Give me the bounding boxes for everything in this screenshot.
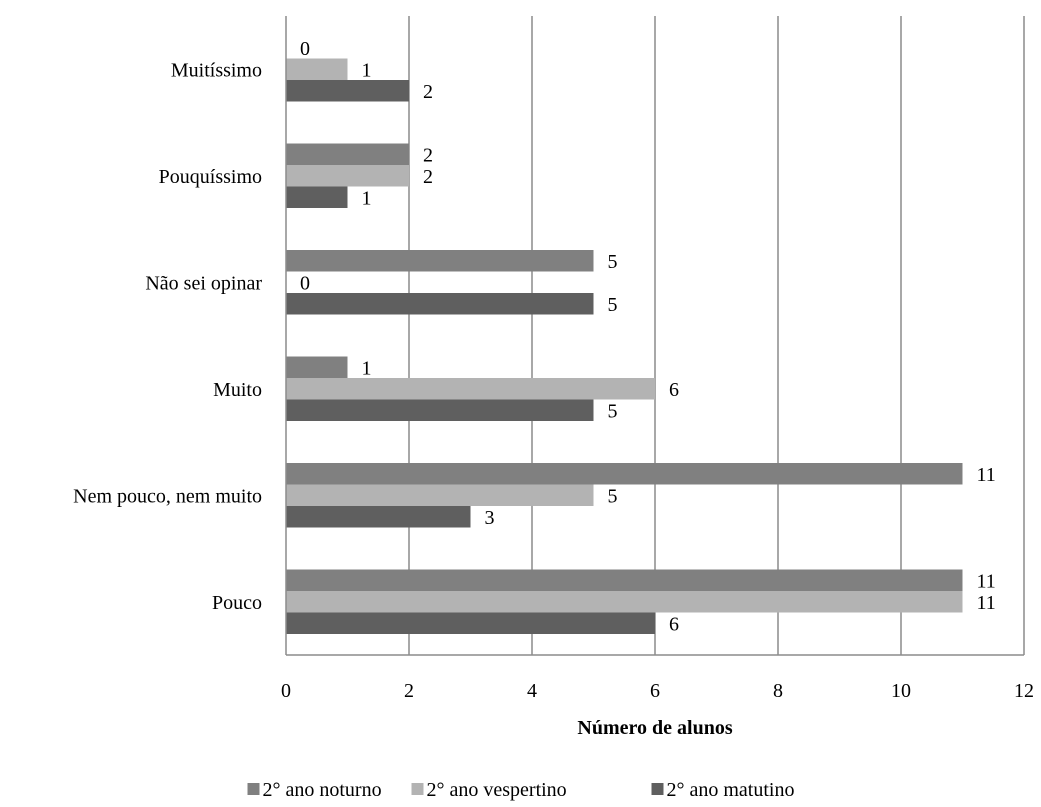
category-label: Muito bbox=[213, 379, 262, 401]
data-label: 0 bbox=[300, 272, 310, 294]
data-label: 11 bbox=[977, 570, 996, 592]
axes bbox=[285, 16, 1024, 656]
legend-label: 2° ano noturno bbox=[263, 779, 382, 801]
data-label: 2 bbox=[423, 81, 433, 103]
data-label: 1 bbox=[362, 357, 372, 379]
data-label: 5 bbox=[608, 251, 618, 273]
legend-swatch bbox=[247, 783, 260, 795]
x-tick-label: 6 bbox=[650, 680, 660, 702]
bar bbox=[286, 165, 409, 187]
bar bbox=[286, 399, 594, 421]
legend-label: 2° ano vespertino bbox=[427, 779, 567, 801]
bar bbox=[286, 356, 348, 378]
bar bbox=[286, 58, 348, 80]
legend-swatch bbox=[651, 783, 664, 795]
category-label: Pouco bbox=[212, 592, 262, 614]
data-label: 3 bbox=[485, 507, 495, 529]
data-label: 2 bbox=[423, 144, 433, 166]
category-label: Muitíssimo bbox=[171, 59, 262, 81]
bar bbox=[286, 80, 409, 102]
bar bbox=[286, 484, 594, 506]
category-label: Nem pouco, nem muito bbox=[73, 485, 262, 507]
bar bbox=[286, 378, 655, 400]
category-label: Pouquíssimo bbox=[159, 166, 262, 188]
data-label: 6 bbox=[669, 379, 679, 401]
legend-label: 2° ano matutino bbox=[667, 779, 795, 801]
x-tick-label: 4 bbox=[527, 680, 537, 702]
x-axis-title: Número de alunos bbox=[577, 717, 732, 739]
bar bbox=[286, 186, 348, 208]
data-label: 11 bbox=[977, 592, 996, 614]
bar bbox=[286, 506, 471, 528]
data-label: 2 bbox=[423, 166, 433, 188]
bar bbox=[286, 250, 594, 272]
data-label: 0 bbox=[300, 38, 310, 60]
bar bbox=[286, 463, 963, 485]
bar bbox=[286, 569, 963, 591]
tick-labels: 0 2 4 6 8 10 12 bbox=[281, 680, 1034, 702]
data-label: 6 bbox=[669, 613, 679, 635]
bar bbox=[286, 293, 594, 315]
x-tick-label: 10 bbox=[891, 680, 911, 702]
x-tick-label: 12 bbox=[1014, 680, 1034, 702]
category-labels: Muitíssimo Pouquíssimo Não sei opinar Muito… bbox=[73, 59, 262, 614]
legend-swatch bbox=[411, 783, 424, 795]
data-label: 5 bbox=[608, 400, 618, 422]
bar bbox=[286, 591, 963, 613]
x-tick-label: 0 bbox=[281, 680, 291, 702]
data-label: 1 bbox=[362, 187, 372, 209]
category-label: Não sei opinar bbox=[145, 272, 262, 294]
data-label: 1 bbox=[362, 59, 372, 81]
bar bbox=[286, 143, 409, 165]
bar bbox=[286, 612, 655, 634]
legend: 2° ano noturno 2° ano vespertino 2° ano ma… bbox=[247, 779, 795, 801]
gridlines bbox=[408, 16, 1025, 655]
data-label: 5 bbox=[608, 485, 618, 507]
data-label: 11 bbox=[977, 464, 996, 486]
x-tick-label: 8 bbox=[773, 680, 783, 702]
x-tick-label: 2 bbox=[404, 680, 414, 702]
data-label: 5 bbox=[608, 294, 618, 316]
bars bbox=[286, 58, 963, 634]
